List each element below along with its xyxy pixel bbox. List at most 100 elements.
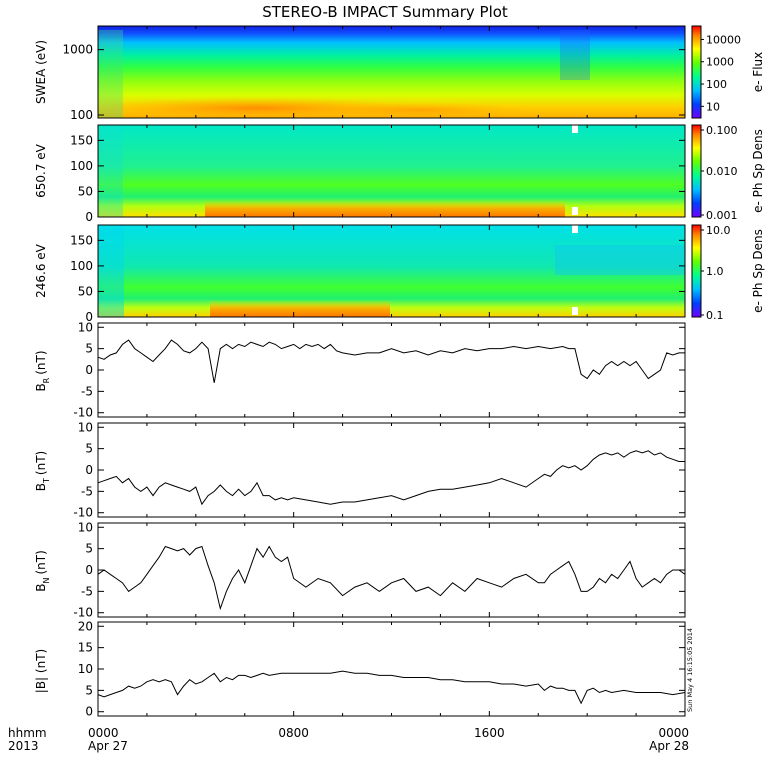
swea-colorbar-label: e- Flux [751, 52, 765, 92]
bt-panel: -10 -5 0 5 10 [73, 420, 686, 520]
y-tick-label: -10 [73, 606, 93, 620]
bmag-series-line [97, 670, 686, 705]
pad650-y-axis: 0 50 100 150 [70, 125, 686, 224]
swea-late-band [560, 30, 590, 80]
pad246-spectrogram [98, 225, 685, 317]
pad650-panel: 0 50 100 150 650.7 eV 0.001 0.010 0.100 e- Ph… [34, 124, 765, 224]
y-tick-label: 0 [85, 563, 93, 577]
pad246-panel: 0 50 100 150 246.6 eV 0.1 1.0 10.0 e- Ph Sp D… [34, 224, 765, 324]
colorbar-tick-label: 10 [706, 100, 720, 113]
pad246-data-gap-top [572, 225, 578, 233]
y-tick-label: 10 [78, 320, 93, 334]
colorbar-tick-label: 10.0 [706, 224, 731, 237]
y-tick-label: 1000 [62, 43, 93, 57]
y-tick-label: 5 [85, 342, 93, 356]
y-tick-label: -10 [73, 506, 93, 520]
colorbar-tick-label: 10000 [706, 33, 741, 46]
br-panel: -10 -5 0 5 10 [73, 320, 686, 420]
x-axis-row2-title: 2013 [8, 739, 39, 753]
y-tick-label: 50 [78, 184, 93, 198]
y-tick-label: 5 [85, 442, 93, 456]
bn-panel: -10 -5 0 5 10 [73, 520, 686, 620]
bmag-panel: 0 5 10 15 20 [78, 619, 686, 719]
x-tick-label: 1600 [474, 726, 505, 740]
x-tick-label: 0000 [658, 726, 689, 740]
plot-title: STEREO-B IMPACT Summary Plot [262, 3, 508, 21]
y-tick-label: 0 [85, 705, 93, 719]
y-tick-label: 5 [85, 542, 93, 556]
x-tick-date-label: Apr 27 [88, 739, 128, 753]
pad246-y-axis: 0 50 100 150 [70, 225, 686, 324]
swea-panel: 100 1000 SWEA (eV) 10 100 1000 10000 e- Flux [34, 25, 765, 122]
pad246-late-band [555, 245, 685, 275]
pad246-ylabel: 246.6 eV [34, 243, 48, 298]
bmag-ylabel: |B| (nT) [34, 649, 48, 693]
generation-timestamp: Sun May 4 16:15:05 2014 [686, 628, 694, 712]
y-tick-label: 0 [85, 463, 93, 477]
y-tick-label: 0 [85, 210, 93, 224]
y-tick-label: 20 [78, 619, 93, 633]
y-tick-label: -5 [81, 384, 93, 398]
bn-series-line [97, 545, 686, 611]
pad650-ylabel: 650.7 eV [34, 143, 48, 198]
colorbar-tick-label: 0.001 [706, 209, 738, 222]
br-frame [97, 322, 686, 418]
x-tick-label: 0800 [278, 726, 309, 740]
pad650-early-band [98, 125, 123, 217]
bt-ylabel: BT(nT) [34, 451, 51, 491]
y-tick-label: 0 [85, 363, 93, 377]
y-tick-label: 10 [78, 662, 93, 676]
colorbar-tick-label: 0.100 [706, 124, 738, 137]
y-tick-label: -5 [81, 484, 93, 498]
bmag-frame [97, 621, 686, 717]
bt-frame [97, 422, 686, 518]
swea-y-axis: 100 1000 [62, 26, 686, 122]
x-tick-date-label: Apr 28 [649, 739, 689, 753]
pad246-colorbar-ticks: 0.1 1.0 10.0 [701, 224, 731, 322]
bn-ylabel: BN(nT) [34, 550, 51, 592]
y-tick-label: 50 [78, 284, 93, 298]
y-tick-label: 10 [78, 520, 93, 534]
pad650-colorbar-label: e- Ph Sp Dens [751, 129, 765, 213]
y-tick-label: 100 [70, 159, 93, 173]
x-tick-label: 0000 [88, 726, 119, 740]
colorbar-tick-label: 1.0 [706, 265, 724, 278]
swea-ylabel: SWEA (eV) [34, 40, 48, 104]
bn-frame [97, 522, 686, 618]
y-tick-label: 10 [78, 420, 93, 434]
y-tick-label: 100 [70, 259, 93, 273]
y-tick-label: 150 [70, 133, 93, 147]
pad650-data-gap-top [572, 125, 578, 133]
y-tick-label: -10 [73, 406, 93, 420]
pad650-data-gap-bottom [572, 207, 578, 215]
pad246-early-band [98, 225, 124, 317]
swea-hot-region-2 [310, 102, 530, 118]
y-tick-label: -5 [81, 584, 93, 598]
x-axis-row1-title: hhmm [8, 726, 47, 740]
y-tick-label: 15 [78, 641, 93, 655]
pad246-data-gap-bottom [572, 307, 578, 315]
y-tick-label: 150 [70, 233, 93, 247]
y-tick-label: 0 [85, 310, 93, 324]
colorbar-tick-label: 0.1 [706, 309, 724, 322]
pad246-hot-strip [210, 300, 390, 317]
colorbar-tick-label: 100 [706, 78, 727, 91]
br-ylabel: BR(nT) [34, 350, 51, 391]
swea-colorbar [691, 25, 702, 119]
swea-colorbar-ticks: 10 100 1000 10000 [701, 33, 741, 113]
pad246-colorbar-label: e- Ph Sp Dens [751, 229, 765, 313]
y-tick-label: 5 [85, 683, 93, 697]
pad650-colorbar-ticks: 0.001 0.010 0.100 [701, 124, 738, 222]
pad246-colorbar [691, 224, 702, 318]
br-series-line [97, 339, 685, 383]
colorbar-tick-label: 1000 [706, 56, 734, 69]
y-tick-label: 100 [70, 108, 93, 122]
pad650-hot-strip [205, 200, 565, 217]
colorbar-tick-label: 0.010 [706, 165, 738, 178]
bt-series-line [97, 450, 685, 506]
pad650-colorbar [691, 124, 702, 218]
swea-early-band [98, 30, 123, 118]
